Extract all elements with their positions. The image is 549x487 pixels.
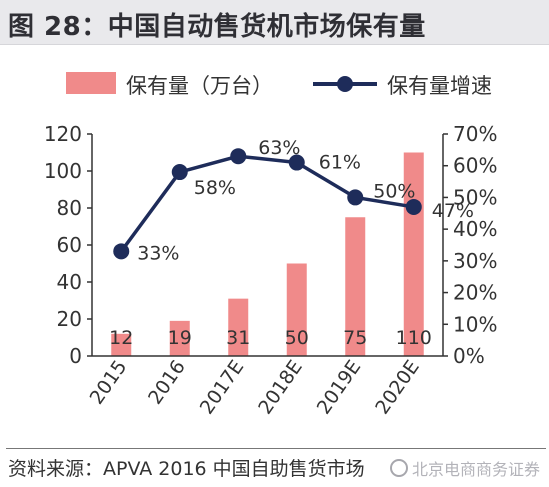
bar: [169, 320, 190, 356]
x-tick-label: 2020E: [371, 356, 424, 418]
growth-value-label: 50%: [373, 180, 415, 202]
x-tick-label: 2018E: [254, 356, 307, 418]
x-tick-label: 2016: [144, 356, 190, 408]
y-left-tick-label: 80: [57, 196, 82, 220]
title-bar: 图 28：中国自动售货机市场保有量: [0, 0, 549, 45]
growth-point: [405, 198, 422, 215]
y-left-tick-label: 0: [69, 344, 82, 368]
growth-point: [171, 164, 188, 181]
growth-value-label: 33%: [137, 242, 179, 264]
y-right-tick-label: 50%: [453, 185, 497, 209]
x-tick-label: 2015: [86, 356, 132, 408]
y-right-tick-label: 60%: [453, 154, 497, 178]
y-right-tick-label: 20%: [453, 281, 497, 305]
growth-line: [119, 154, 415, 253]
source-note: 资料来源：APVA 2016 中国自助售货市场: [8, 458, 365, 480]
bar-value-label: 75: [343, 327, 367, 349]
legend-bar-label: 保有量（万台）: [126, 74, 273, 98]
watermark-text: 北京电商商务证券: [412, 460, 541, 479]
y-left-tick-label: 40: [57, 270, 82, 294]
y-right-tick-label: 70%: [453, 122, 497, 146]
growth-value-label: 58%: [194, 177, 236, 199]
growth-value-label: 47%: [432, 200, 474, 222]
y-right-tick-label: 0%: [453, 344, 485, 368]
source-divider: [6, 448, 546, 449]
x-tick-label: 2019E: [313, 356, 366, 418]
bar-value-label: 50: [285, 327, 309, 349]
growth-value-label: 63%: [258, 137, 300, 159]
watermark-logo-icon: [390, 459, 408, 477]
bar-value-label: 110: [396, 327, 432, 349]
y-left-tick-label: 120: [44, 122, 82, 146]
legend-bar-swatch: [66, 72, 116, 94]
y-left-tick-label: 100: [44, 159, 82, 183]
bar: [111, 333, 132, 356]
bar: [345, 217, 366, 356]
growth-point: [347, 189, 364, 206]
chart-title: 图 28：中国自动售货机市场保有量: [8, 12, 426, 42]
watermark: 北京电商商务证券: [390, 456, 540, 480]
bar-value-label: 19: [168, 327, 192, 349]
legend-line-label: 保有量增速: [387, 74, 492, 98]
bar: [286, 263, 307, 356]
chart-plot: 0 20 40 60 80 100 120 0% 10% 20% 30% 40% 50% 60% 70% 20…: [44, 122, 498, 418]
y-right-tick-label: 30%: [453, 249, 497, 273]
legend-line-marker: [337, 76, 353, 92]
bar-value-label: 12: [109, 327, 133, 349]
y-left-tick-label: 20: [57, 307, 82, 331]
growth-point: [113, 243, 130, 260]
bar: [228, 298, 249, 356]
growth-point: [230, 148, 247, 165]
x-tick-label: 2017E: [196, 356, 249, 418]
y-right-tick-label: 40%: [453, 217, 497, 241]
bar-value-label: 31: [226, 327, 250, 349]
growth-value-label: 61%: [319, 152, 361, 174]
y-right-tick-label: 10%: [453, 312, 497, 336]
growth-point: [288, 154, 305, 171]
y-left-tick-label: 60: [57, 233, 82, 257]
